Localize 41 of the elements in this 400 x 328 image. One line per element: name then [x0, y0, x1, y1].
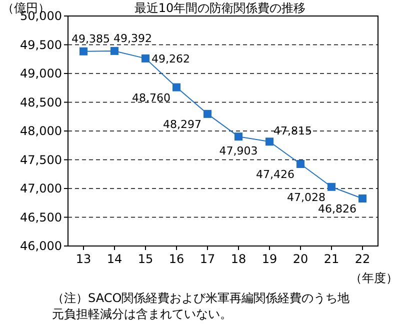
- chart-title: 最近10年間の防衛関係費の推移: [134, 1, 306, 15]
- y-tick-label: 49,500: [20, 38, 62, 52]
- point: [234, 132, 242, 141]
- point: [358, 194, 366, 203]
- x-axis-title: （年度）: [350, 271, 398, 285]
- x-tick-label: 21: [324, 252, 340, 266]
- y-tick-label: 47,500: [20, 152, 62, 167]
- point: [110, 46, 118, 55]
- x-tick-label: 16: [168, 252, 184, 266]
- y-tick-label: 48,000: [20, 124, 62, 138]
- text: 47,426: [256, 168, 294, 182]
- x-tick-label: 18: [230, 252, 246, 266]
- text: 48,297: [163, 118, 202, 131]
- point: [80, 47, 88, 56]
- point: [296, 160, 304, 168]
- y-tick-label: 49,000: [20, 66, 62, 80]
- x-tick-label: 14: [106, 252, 122, 266]
- text: 48,760: [132, 91, 170, 104]
- y-tick-label: 46,500: [20, 210, 62, 224]
- y-tick-label: 47,000: [20, 182, 62, 196]
- text: 47,903: [219, 144, 258, 158]
- x-tick-label: 15: [138, 252, 154, 266]
- text: 49,385: [72, 32, 110, 46]
- text: 47,815: [274, 124, 312, 138]
- point: [328, 182, 336, 191]
- y-tick-label: 46,000: [20, 239, 62, 253]
- text: 49,392: [114, 32, 152, 45]
- y-tick-label: 48,500: [20, 95, 62, 110]
- text: 46,826: [318, 202, 356, 216]
- x-tick-label: 22: [354, 252, 370, 266]
- point: [266, 138, 274, 146]
- x-tick-label: 17: [200, 252, 216, 266]
- x-tick-label: 13: [76, 252, 92, 266]
- x-tick-label: 20: [292, 252, 308, 266]
- point: [204, 110, 212, 118]
- text: （注）SACO関係経費および米軍再編関係経費のうち地元負担軽減分は含まれていない。: [52, 290, 351, 322]
- text: 47,028: [287, 190, 326, 204]
- text: 49,262: [152, 52, 190, 66]
- point: [172, 83, 180, 92]
- point: [142, 54, 150, 62]
- x-tick-label: 19: [262, 252, 278, 266]
